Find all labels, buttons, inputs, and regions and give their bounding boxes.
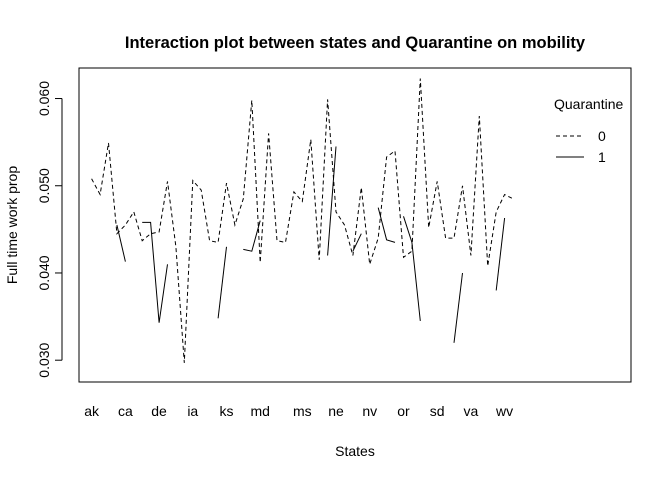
x-tick-label: sd <box>430 403 445 419</box>
legend-label: 0 <box>598 128 606 144</box>
chart-title: Interaction plot between states and Quar… <box>125 34 586 52</box>
series-line-1 <box>377 207 396 243</box>
x-axis-tick-labels: ak ca de ia ks md ms ne nv or sd va wv <box>84 403 513 419</box>
x-axis-label: States <box>335 443 375 459</box>
x-tick-label: ne <box>328 403 344 419</box>
x-tick-label: md <box>250 403 269 419</box>
y-axis-label: Full time work prop <box>4 166 20 284</box>
x-tick-label: va <box>463 403 478 419</box>
x-tick-label: ak <box>84 403 100 419</box>
series-line-1 <box>403 216 421 321</box>
x-tick-label: nv <box>362 403 377 419</box>
series-line-0 <box>91 78 514 363</box>
plot-frame <box>78 67 632 383</box>
series-line-1 <box>243 220 261 252</box>
series-line-1 <box>327 146 337 256</box>
x-tick-label: ms <box>293 403 312 419</box>
legend-title: Quarantine <box>554 96 623 112</box>
y-axis: 0.030 0.040 0.050 0.060 <box>36 81 63 378</box>
y-tick-label: 0.050 <box>36 168 52 203</box>
x-tick-label: ks <box>219 403 233 419</box>
legend: Quarantine 0 1 <box>554 96 623 165</box>
series-line-1 <box>116 224 126 262</box>
x-tick-label: ia <box>187 403 198 419</box>
series-line-1 <box>495 217 506 291</box>
y-tick-label: 0.040 <box>36 255 52 290</box>
series-line-1 <box>453 272 463 343</box>
series-layer <box>91 78 514 363</box>
legend-label: 1 <box>598 149 606 165</box>
x-tick-label: de <box>151 403 167 419</box>
y-tick-label: 0.060 <box>36 81 52 116</box>
x-tick-label: ca <box>118 403 133 419</box>
series-line-1 <box>217 246 227 319</box>
series-line-1 <box>142 221 168 323</box>
x-tick-label: wv <box>495 403 513 419</box>
series-line-1 <box>352 233 362 252</box>
y-tick-label: 0.030 <box>36 342 52 377</box>
x-tick-label: or <box>397 403 410 419</box>
